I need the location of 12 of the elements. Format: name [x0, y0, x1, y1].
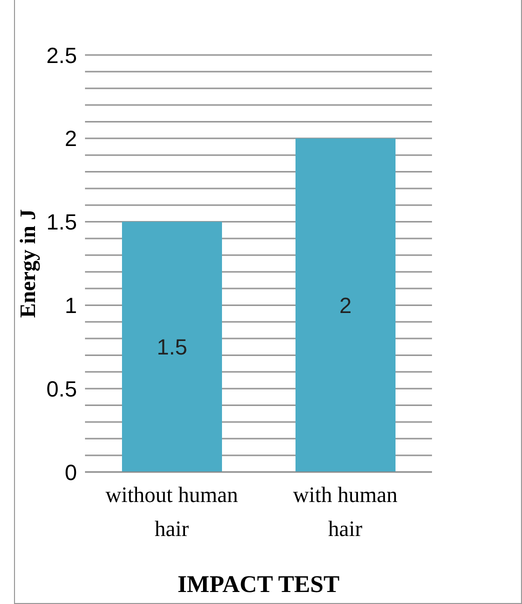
y-tick-label: 0.5	[46, 376, 77, 402]
x-axis-title: IMPACT TEST	[177, 572, 340, 598]
data-label: 2	[339, 293, 352, 318]
y-tick-label: 2.5	[46, 42, 77, 68]
y-axis-title: Energy in J	[14, 209, 40, 318]
y-tick-label: 0	[64, 460, 77, 485]
data-label: 1.5	[156, 334, 188, 360]
y-tick-label: 1	[64, 293, 77, 318]
x-tick-label: without human hair	[105, 482, 238, 541]
y-tick-label: 2	[64, 126, 77, 152]
y-tick-label: 1.5	[46, 210, 77, 235]
x-tick-label: with human hair	[293, 482, 398, 541]
